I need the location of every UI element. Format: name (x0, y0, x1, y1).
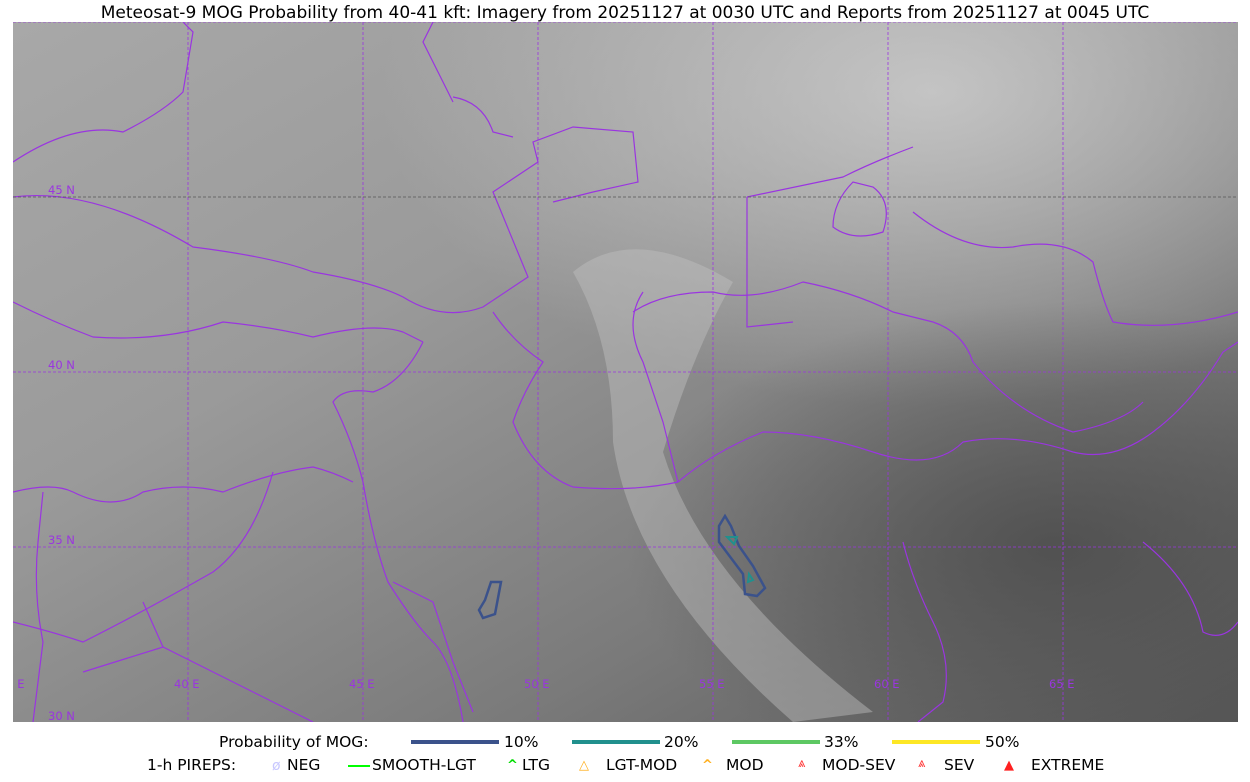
pirep-smooth-lgt-label: SMOOTH-LGT (372, 756, 476, 774)
pirep-extreme-label: EXTREME (1031, 756, 1105, 774)
lon-label: 50 E (524, 677, 550, 691)
sev-icon: ⩓ (918, 756, 926, 771)
lat-label: 45 N (48, 183, 75, 197)
smooth-lgt-icon (348, 765, 370, 767)
lon-label: 35 E (13, 677, 25, 691)
neg-icon: ø (272, 758, 281, 774)
mod-icon: ^ (702, 758, 713, 773)
mog-10-swatch (411, 740, 499, 744)
pireps-legend-label: 1-h PIREPS: (147, 756, 237, 774)
pirep-mod-sev-label: MOD-SEV (822, 756, 896, 774)
borders (13, 22, 1238, 722)
lat-label: 40 N (48, 358, 75, 372)
lon-label: 60 E (874, 677, 900, 691)
jet-cloud-band (573, 249, 873, 722)
mog-50-swatch (892, 740, 980, 744)
mog-50-label: 50% (985, 733, 1020, 751)
mog-contours (477, 513, 767, 620)
chart-title: Meteosat-9 MOG Probability from 40-41 kf… (100, 3, 1150, 23)
graticule (13, 22, 1238, 722)
longitude-labels: 35 E 40 E 45 E 50 E 55 E 60 E 65 E (13, 677, 1075, 691)
lat-label: 30 N (48, 709, 75, 722)
mog-33-swatch (732, 740, 820, 744)
latitude-labels: 45 N 40 N 35 N 30 N (48, 183, 75, 722)
pirep-mod-label: MOD (726, 756, 764, 774)
mog-10pct-contour (477, 580, 503, 620)
pirep-neg-label: NEG (287, 756, 321, 774)
mog-20-label: 20% (664, 733, 699, 751)
lon-label: 45 E (349, 677, 375, 691)
mod-sev-icon: ⩓ (798, 756, 806, 771)
mog-10pct-contour (717, 513, 767, 598)
mog-20pct-contour (724, 536, 739, 546)
lon-label: 65 E (1049, 677, 1075, 691)
ltg-icon: ^ (507, 758, 518, 773)
pirep-lgt-mod-label: LGT-MOD (606, 756, 678, 774)
lgt-mod-icon: △ (579, 758, 589, 773)
satellite-map: 45 N 40 N 35 N 30 N 35 E 40 E 45 E 50 E … (13, 22, 1238, 722)
mog-20-swatch (572, 740, 660, 744)
mog-10-label: 10% (504, 733, 539, 751)
mog-33-label: 33% (824, 733, 859, 751)
lon-label: 40 E (174, 677, 200, 691)
pirep-ltg-label: LTG (522, 756, 550, 774)
pirep-sev-label: SEV (944, 756, 975, 774)
lat-label: 35 N (48, 533, 75, 547)
lon-label: 55 E (699, 677, 725, 691)
extreme-icon: ▲ (1004, 758, 1014, 773)
mog-20pct-contour (746, 571, 755, 584)
mog-legend-label: Probability of MOG: (219, 733, 369, 751)
